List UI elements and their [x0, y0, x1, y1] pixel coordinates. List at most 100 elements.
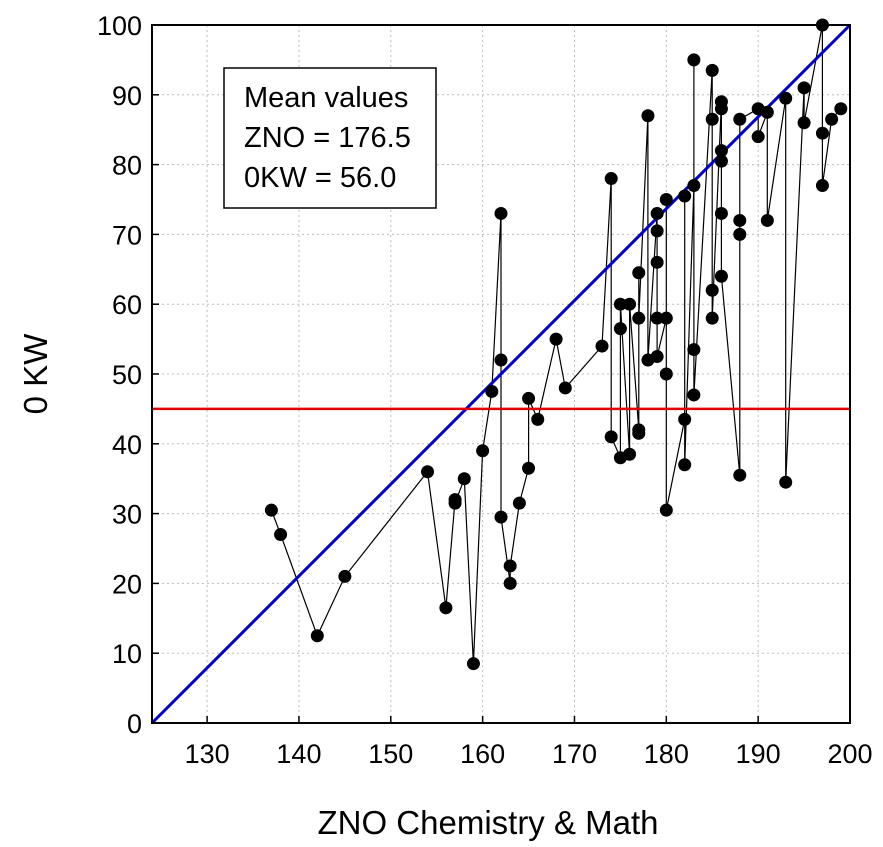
data-point	[264, 503, 278, 517]
data-point	[825, 112, 839, 126]
data-point	[494, 353, 508, 367]
data-point	[623, 297, 637, 311]
x-tick-label: 170	[552, 739, 597, 769]
data-point	[613, 322, 627, 336]
data-point	[714, 102, 728, 116]
data-point	[310, 629, 324, 643]
data-point	[733, 112, 747, 126]
annotation-line-1: Mean values	[244, 82, 408, 114]
x-tick-label: 180	[644, 739, 689, 769]
data-point	[779, 91, 793, 105]
data-point	[632, 311, 646, 325]
data-point	[687, 179, 701, 193]
data-point	[815, 179, 829, 193]
x-tick-label: 140	[276, 739, 321, 769]
data-point	[466, 657, 480, 671]
data-point	[714, 144, 728, 158]
data-point	[779, 475, 793, 489]
series-layer	[150, 18, 852, 725]
data-point	[494, 510, 508, 524]
data-point	[439, 601, 453, 615]
y-tick-label: 100	[97, 11, 142, 41]
data-point	[714, 269, 728, 283]
data-point	[678, 458, 692, 472]
data-point	[650, 224, 664, 238]
y-tick-label: 60	[112, 290, 142, 320]
y-tick-label: 50	[112, 360, 142, 390]
x-tick-label: 160	[460, 739, 505, 769]
axis-ticks: 130 140 150 160 170 180 190 200 0 10 20 30 40 50 60 70 8…	[97, 11, 873, 769]
y-tick-label: 40	[112, 430, 142, 460]
data-point	[632, 266, 646, 280]
data-point	[659, 193, 673, 206]
data-point	[815, 126, 829, 140]
data-point	[760, 105, 774, 119]
y-tick-label: 0	[127, 709, 142, 739]
y-axis-title: 0 KW	[17, 333, 54, 415]
x-tick-label: 130	[185, 739, 230, 769]
data-point	[650, 350, 664, 364]
data-point	[457, 472, 471, 486]
data-point	[659, 367, 673, 381]
data-point	[632, 426, 646, 440]
data-point	[595, 339, 609, 353]
data-point	[338, 569, 352, 583]
annotation-box	[223, 67, 437, 209]
data-point	[659, 503, 673, 517]
data-connecting-line	[270, 24, 842, 664]
annotation-line-2: ZNO = 176.5	[244, 122, 411, 154]
data-point	[604, 430, 618, 444]
mean-values-box: Mean values ZNO = 176.5 0KW = 56.0	[223, 67, 437, 209]
data-point	[604, 172, 618, 186]
data-point	[503, 576, 517, 590]
data-point	[531, 412, 545, 426]
data-point	[485, 384, 499, 398]
data-point	[522, 391, 536, 405]
annotation-line-3: 0KW = 56.0	[244, 162, 396, 194]
data-point	[733, 468, 747, 482]
data-point	[623, 447, 637, 461]
data-point	[421, 465, 435, 479]
data-point	[494, 206, 508, 220]
y-tick-label: 70	[112, 220, 142, 250]
data-point	[659, 311, 673, 325]
y-tick-label: 80	[112, 151, 142, 181]
data-point	[678, 412, 692, 426]
y-tick-label: 20	[112, 569, 142, 599]
x-tick-label: 150	[368, 739, 413, 769]
x-tick-label: 190	[736, 739, 781, 769]
data-point	[751, 130, 765, 144]
data-point	[760, 213, 774, 227]
data-point	[705, 63, 719, 77]
data-point	[705, 311, 719, 325]
y-tick-label: 90	[112, 81, 142, 111]
data-point	[797, 116, 811, 130]
data-point	[687, 343, 701, 357]
data-point	[558, 381, 572, 395]
data-point	[641, 109, 655, 123]
data-point	[687, 53, 701, 67]
data-point	[613, 297, 627, 311]
y-tick-label: 30	[112, 500, 142, 530]
data-point	[650, 206, 664, 220]
data-point	[650, 255, 664, 269]
data-point	[714, 154, 728, 168]
data-point	[476, 444, 490, 458]
data-point	[503, 559, 517, 573]
data-point	[834, 102, 848, 116]
data-point	[522, 461, 536, 475]
data-point	[733, 213, 747, 227]
data-point	[687, 388, 701, 402]
data-point	[714, 206, 728, 220]
y-tick-label: 10	[112, 639, 142, 669]
data-point	[705, 283, 719, 297]
data-point	[448, 496, 462, 510]
data-point	[512, 496, 526, 510]
x-axis-title: ZNO Chemistry & Math	[317, 804, 658, 841]
data-point	[797, 81, 811, 95]
x-tick-label: 200	[827, 739, 872, 769]
data-point	[274, 528, 288, 542]
diagonal-reference-line	[150, 23, 852, 725]
data-point	[705, 112, 719, 126]
